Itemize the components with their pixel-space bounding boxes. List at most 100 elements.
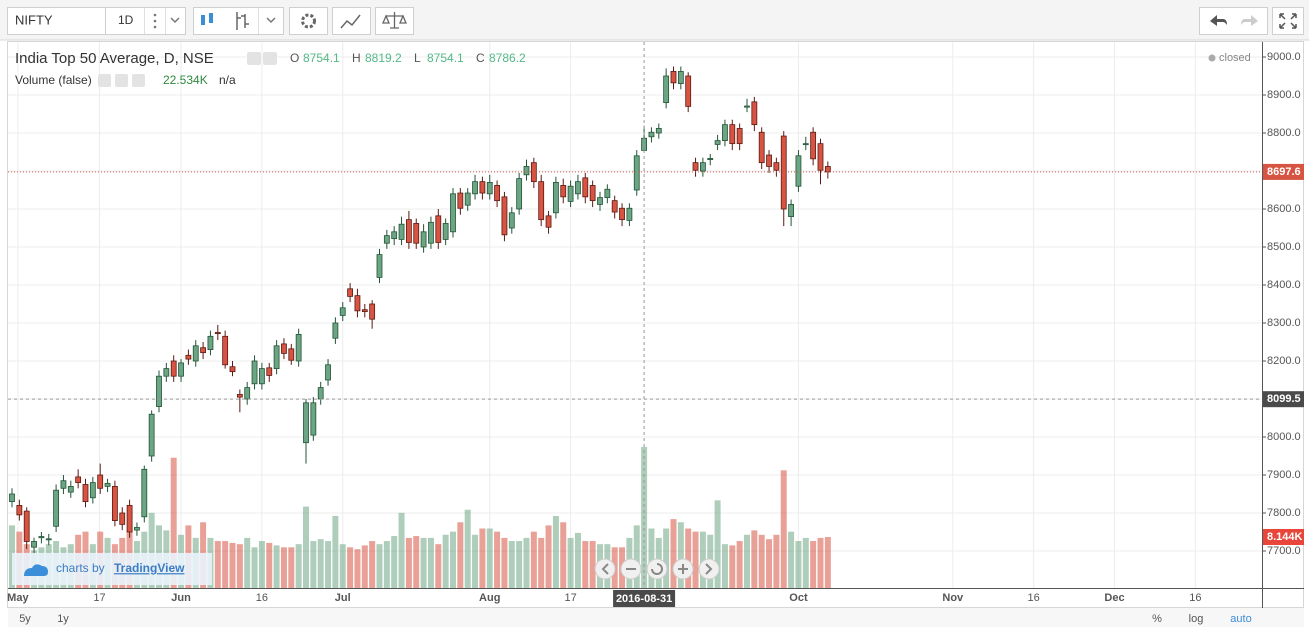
candle-body [273, 345, 280, 369]
candle-body [148, 413, 155, 457]
volume-bar [376, 544, 383, 588]
volume-bar [817, 537, 824, 588]
candle-body [751, 101, 758, 126]
interval-group[interactable] [105, 7, 186, 35]
volume-bar [670, 519, 677, 588]
y-tick-label: 7900.0 [1267, 469, 1301, 481]
fullscreen-button[interactable] [1272, 7, 1304, 35]
volume-bar [347, 547, 354, 588]
volume-bar [663, 528, 670, 588]
scroll-right[interactable] [698, 558, 720, 580]
scale-option[interactable]: log [1189, 613, 1204, 625]
candle-body [788, 204, 794, 218]
candle-body [699, 162, 706, 172]
volume-bar [391, 536, 398, 588]
candle-body [288, 348, 295, 361]
candle-body [714, 140, 721, 145]
y-tick-label: 8300.0 [1267, 317, 1301, 329]
volume-bar [766, 539, 773, 588]
chart-title: India Top 50 Average, D, NSE [15, 50, 214, 67]
eye-icon[interactable] [98, 74, 111, 87]
volume-bar [464, 509, 471, 588]
candle-body [119, 512, 126, 525]
candle-body [134, 527, 140, 531]
candle-body [729, 124, 736, 145]
x-tick-label: Jul [335, 592, 351, 604]
volume-bar [523, 537, 530, 588]
candle-body [450, 193, 456, 233]
volume-bar [258, 541, 265, 588]
eye-icon[interactable] [247, 52, 261, 65]
candle-body [75, 476, 82, 483]
candle-body [744, 105, 750, 108]
dot [153, 13, 157, 17]
range-button[interactable]: 5y [19, 613, 31, 625]
bars-icon [236, 12, 249, 30]
status-dot [1208, 54, 1216, 62]
y-tick-label: 8600.0 [1267, 203, 1301, 215]
candle-body [552, 182, 559, 214]
volume-bar [721, 544, 728, 588]
candle-body [722, 124, 728, 142]
candle-body [773, 162, 780, 171]
volume-bar [295, 544, 302, 588]
candle-body [126, 504, 133, 533]
y-tick-label: 8000.0 [1267, 431, 1301, 443]
scale-option[interactable]: auto [1230, 613, 1251, 625]
ohlc-key: C [476, 51, 485, 65]
volume-bar [773, 534, 780, 588]
volume-bar [405, 537, 412, 588]
candle-body [332, 322, 339, 339]
volume-bar [810, 541, 817, 588]
candle-body [508, 212, 515, 229]
settings-button[interactable] [289, 7, 328, 35]
volume-bar [435, 544, 442, 588]
candle-body [589, 185, 596, 202]
volume-bar [317, 539, 324, 588]
chart-type-group[interactable] [193, 7, 284, 35]
last-price-box [1263, 163, 1304, 180]
x-tick-label: Dec [1104, 592, 1124, 604]
candle-body [619, 207, 625, 221]
candle-body [236, 394, 243, 398]
range-button[interactable]: 1y [57, 613, 69, 625]
candle-body [325, 364, 331, 381]
scale-option[interactable]: % [1152, 613, 1162, 625]
volume-bar [633, 525, 640, 588]
volume-bar [325, 541, 332, 588]
indicators-button[interactable] [332, 7, 371, 35]
candle-body [391, 231, 398, 240]
ohlc-key: L [414, 51, 421, 65]
volume-bar [479, 528, 486, 588]
candle-body [295, 333, 302, 362]
overlay: 8697.6 8099.5 2016-08-31 8.144K [8, 42, 1304, 607]
last-price-label: 8697.6 [1267, 166, 1301, 178]
reset[interactable] [646, 558, 668, 580]
volume-bar [170, 457, 177, 588]
candle-body [347, 288, 353, 297]
indicator-icon [340, 14, 361, 29]
y-tick-label: 9000.0 [1267, 51, 1301, 63]
symbol-input[interactable] [7, 7, 106, 35]
volume-bar [589, 541, 596, 588]
volume-bar [236, 544, 243, 588]
candle-body [670, 71, 677, 84]
dropdown-icon [170, 17, 180, 24]
candle-body [111, 485, 118, 521]
y-tick-label: 8900.0 [1267, 89, 1301, 101]
volume-bar [244, 537, 251, 588]
candle-body [339, 307, 346, 316]
branding-name[interactable]: TradingView [114, 561, 185, 575]
volume-bar [677, 522, 684, 588]
ohlc-key: O [290, 51, 299, 65]
dropdown-icon [266, 17, 276, 24]
candle-body [428, 221, 434, 244]
close-icon[interactable] [132, 74, 145, 87]
dot [153, 25, 157, 29]
settings-icon[interactable] [263, 52, 277, 65]
volume-bar [361, 545, 368, 588]
settings-icon[interactable] [115, 74, 128, 87]
volume-value: 22.534K [163, 73, 208, 87]
scroll-left[interactable] [594, 558, 616, 580]
